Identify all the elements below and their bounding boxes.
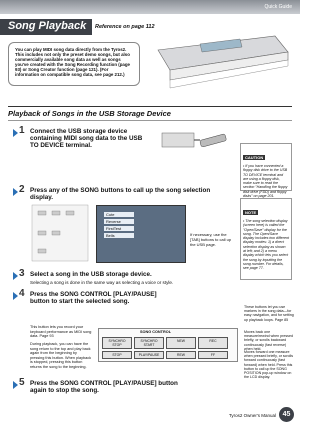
intro-box: You can play MIDI song data directly fro… <box>8 42 140 86</box>
step-text: Connect the USB storage device containin… <box>30 128 143 150</box>
step-arrow <box>13 381 18 389</box>
screen-item: FirstTest <box>104 226 134 231</box>
keyboard-illustration <box>157 35 289 89</box>
right-note: Moves back one measure/rewind when press… <box>244 330 293 351</box>
step-arrow <box>13 272 18 280</box>
step-detail: Selecting a song is done in the same way… <box>30 280 174 285</box>
panel-button: REW <box>166 351 196 359</box>
rule <box>8 120 292 121</box>
page: {"header":{"section":"Quick Guide","titl… <box>0 0 300 422</box>
left-note: This button lets you record your keyboar… <box>30 325 92 338</box>
right-note: These buttons let you use markers in the… <box>244 305 294 322</box>
screen-item: Bells <box>104 233 134 238</box>
step-arrow <box>13 188 18 196</box>
caution-text: • If you have connected a floppy disk dr… <box>243 164 288 199</box>
panel-button: REC <box>198 337 228 349</box>
screen-item: Cute <box>104 212 134 217</box>
usb-illustration <box>161 132 227 148</box>
title-band <box>0 19 92 35</box>
panel-title: SONG CONTROL <box>140 330 172 334</box>
step-number: 3 <box>19 268 25 279</box>
tab-note: If necessary, use the [TAB] buttons to c… <box>190 232 232 247</box>
panel-buttons: SYNCHRO STOP SYNCHRO START NEW REC STOP PLAY/… <box>102 337 234 359</box>
screen-item: Reverse <box>104 219 134 224</box>
right-note: Moves forward one measure when pressed b… <box>244 350 294 380</box>
note-box: NOTE • The song selection display (scree… <box>240 198 292 280</box>
panel-button: SYNCHRO START <box>134 337 164 349</box>
panel-button: SYNCHRO STOP <box>102 337 132 349</box>
rule <box>8 106 292 107</box>
screen-list: Cute Reverse FirstTest Bells <box>104 210 134 240</box>
step-number: 4 <box>19 288 25 299</box>
step-number: 2 <box>19 184 25 195</box>
step-text: Press the SONG CONTROL [PLAY/PAUSE] butt… <box>30 380 178 395</box>
page-number: 45 <box>279 407 294 422</box>
step-number: 5 <box>19 377 25 388</box>
step-text: Press the SONG CONTROL [PLAY/PAUSE] butt… <box>30 291 157 306</box>
step-arrow <box>13 129 18 137</box>
step-number: 1 <box>19 125 25 136</box>
header-band <box>0 0 300 14</box>
section-label: Quick Guide <box>264 4 292 10</box>
panel-button: NEW <box>166 337 196 349</box>
panel-button: FF <box>198 351 228 359</box>
step-text: Press any of the SONG buttons to call up… <box>30 187 211 202</box>
caution-label: CAUTION <box>243 155 266 160</box>
section-heading: Playback of Songs in the USB Storage Dev… <box>8 109 171 118</box>
panel-button: PLAY/PAUSE <box>134 351 164 359</box>
song-buttons-illustration <box>31 204 89 262</box>
caution-box: CAUTION • If you have connected a floppy… <box>240 143 292 198</box>
step-text: Select a song in the USB storage device. <box>30 271 152 278</box>
left-note: During playback, you can have the song r… <box>30 342 91 369</box>
note-text: • The song selection display (screen her… <box>243 219 289 271</box>
page-title: Song Playback <box>8 20 87 32</box>
reference: Reference on page 112 <box>95 24 155 30</box>
step-arrow <box>13 292 18 300</box>
note-label: NOTE <box>243 210 259 215</box>
footer-manual: Tyros2 Owner's Manual <box>228 413 276 418</box>
panel-button: STOP <box>102 351 132 359</box>
